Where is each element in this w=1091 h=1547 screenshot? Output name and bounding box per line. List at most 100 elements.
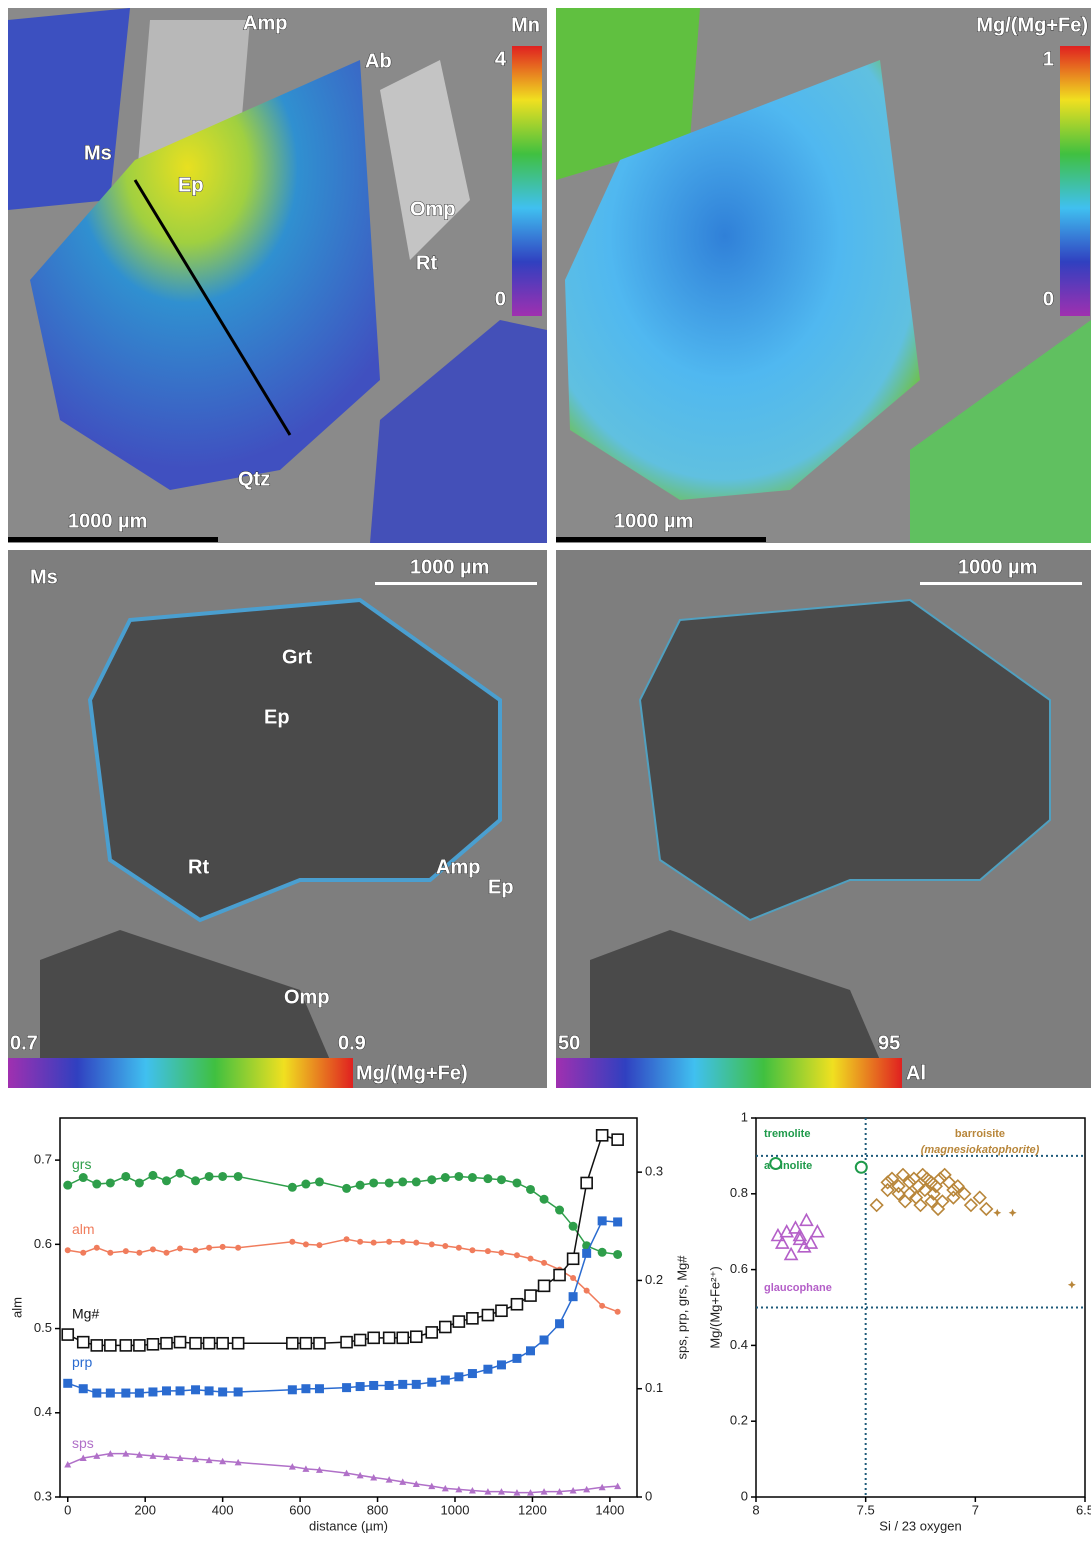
series-label: grs — [72, 1156, 91, 1172]
scale-bar — [920, 582, 1082, 585]
marker — [384, 1178, 394, 1188]
marker — [314, 1384, 324, 1394]
mineral-label: Ms — [84, 142, 112, 164]
mineral-label: Rt — [188, 856, 209, 878]
marker — [884, 1171, 900, 1186]
marker — [924, 1194, 939, 1209]
marker — [880, 1182, 895, 1198]
marker — [176, 1454, 184, 1462]
y-tick-label: 0.4 — [730, 1337, 748, 1352]
marker — [527, 1489, 535, 1496]
marker — [467, 1369, 477, 1379]
mineral-label: Ep — [178, 174, 204, 196]
marker — [92, 1388, 102, 1398]
scale-bar-label: 1000 µm — [68, 510, 147, 532]
marker — [613, 1217, 623, 1227]
marker — [412, 1480, 420, 1488]
region-label: barroisite — [955, 1128, 1005, 1140]
marker — [384, 1380, 394, 1390]
marker — [134, 1178, 144, 1188]
marker — [898, 1194, 913, 1209]
x-axis-title: Si / 23 oxygen — [879, 1518, 961, 1533]
marker — [286, 1336, 299, 1350]
plot-frame — [59, 1117, 638, 1498]
marker — [497, 1488, 505, 1495]
colorbar — [8, 1058, 353, 1088]
marker — [119, 1339, 133, 1352]
marker — [539, 1194, 549, 1204]
marker — [441, 1484, 449, 1492]
y-tick-label: 0.4 — [34, 1404, 52, 1419]
marker — [484, 1248, 491, 1255]
marker — [891, 1186, 906, 1201]
x-tick-label: 8 — [752, 1502, 759, 1517]
marker — [513, 1489, 521, 1496]
marker — [1067, 1280, 1076, 1289]
marker — [425, 1326, 439, 1339]
marker — [301, 1179, 311, 1189]
x-tick-label: 800 — [367, 1502, 389, 1517]
marker — [192, 1455, 200, 1463]
marker — [513, 1252, 520, 1259]
x-tick-label: 7.5 — [857, 1502, 875, 1517]
mineral-label: Grt — [282, 646, 312, 668]
marker — [340, 1335, 353, 1349]
marker — [946, 1190, 961, 1205]
marker — [106, 1450, 114, 1457]
marker — [235, 1244, 242, 1251]
marker — [599, 1302, 606, 1309]
marker — [553, 1268, 566, 1282]
marker — [76, 1335, 90, 1349]
marker — [204, 1171, 214, 1181]
marker — [136, 1249, 143, 1256]
y-tick-label: 0.6 — [34, 1236, 52, 1251]
marker — [314, 1177, 324, 1187]
marker — [121, 1171, 131, 1181]
plot-frame — [755, 1117, 1086, 1498]
colorbar-max: 95 — [878, 1032, 900, 1054]
map-panel: 1000 µm Ms Grt Ep Rt Amp Ep Omp 0.7 0.9 … — [8, 550, 547, 1088]
marker — [614, 1308, 621, 1315]
marker — [175, 1386, 185, 1396]
marker — [512, 1353, 522, 1363]
marker — [162, 1453, 170, 1460]
marker — [413, 1239, 420, 1246]
marker — [792, 1231, 808, 1246]
marker — [792, 1227, 808, 1242]
marker — [510, 1297, 524, 1311]
marker — [313, 1336, 326, 1350]
x-tick-label: 600 — [289, 1502, 311, 1517]
marker — [466, 1312, 479, 1325]
marker — [287, 1385, 297, 1395]
series-line — [67, 1452, 618, 1494]
marker — [189, 1336, 202, 1350]
marker — [481, 1308, 495, 1322]
marker — [192, 1247, 199, 1254]
marker — [570, 1275, 577, 1282]
colorbar-max: 1 — [1043, 48, 1054, 70]
marker — [342, 1383, 352, 1393]
marker — [191, 1176, 201, 1186]
marker — [467, 1173, 477, 1183]
marker — [926, 1186, 941, 1201]
marker — [163, 1249, 170, 1256]
marker — [788, 1220, 803, 1234]
map-panel: Mn 4 0 Amp Ab Ms Ep Omp Rt Qtz 1000 µm — [8, 8, 547, 543]
marker — [469, 1247, 476, 1254]
marker — [148, 1387, 158, 1397]
marker — [526, 1346, 536, 1356]
marker — [148, 1170, 158, 1180]
y-tick-label: 0.6 — [730, 1261, 748, 1276]
colorbar-title: Mg/(Mg+Fe) — [976, 14, 1088, 36]
marker — [107, 1249, 114, 1256]
marker — [104, 1339, 117, 1352]
marker — [218, 1171, 228, 1181]
marker — [496, 1360, 506, 1370]
y2-axis-title: sps, prp, grs, Mg# — [674, 1255, 689, 1360]
marker — [455, 1244, 462, 1251]
marker — [202, 1336, 216, 1350]
marker — [357, 1238, 364, 1245]
marker — [78, 1384, 88, 1394]
marker — [233, 1387, 243, 1397]
series-label: alm — [72, 1221, 95, 1237]
